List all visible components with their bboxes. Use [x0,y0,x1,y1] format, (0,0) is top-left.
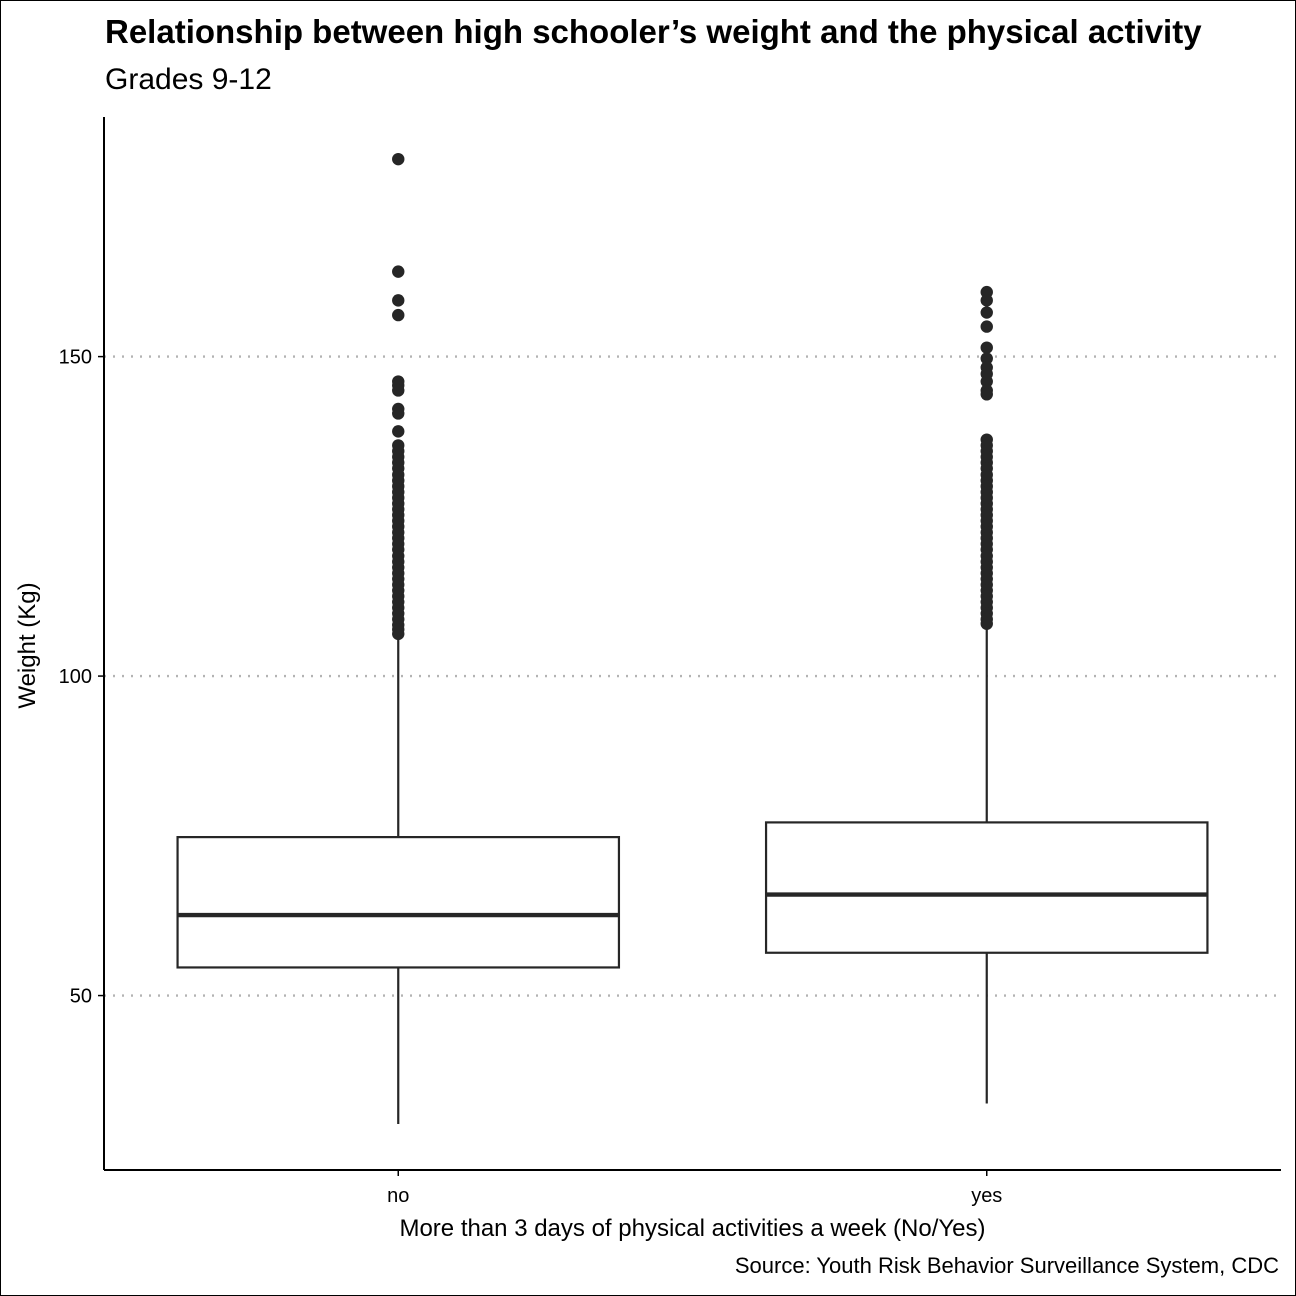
x-axis-label: More than 3 days of physical activities … [399,1215,985,1242]
outlier-point [392,152,405,166]
outlier-point [980,294,993,307]
iqr-box [764,821,1209,954]
y-tick-label: 100 [59,666,92,688]
outlier-point [980,388,993,401]
y-axis-label: Weight (Kg) [14,582,41,708]
box-no [176,152,621,1124]
y-tick-label: 50 [70,986,92,1008]
outlier-point [980,617,993,630]
outlier-point [392,294,405,307]
outlier-point [392,627,405,641]
outlier-point [980,375,993,388]
outlier-point [392,384,405,397]
chart-subtitle: Grades 9-12 [105,63,272,96]
x-tick-label: yes [971,1185,1002,1207]
outlier-point [392,407,405,420]
chart-caption: Source: Youth Risk Behavior Surveillance… [734,1253,1279,1278]
axes [103,117,1281,1171]
outlier-point [980,341,993,354]
outlier-point [980,352,993,365]
y-tick-label: 150 [59,347,92,369]
chart-title: Relationship between high schooler’s wei… [105,13,1202,50]
outlier-point [392,308,405,322]
outlier-point [392,265,405,278]
box-yes [764,285,1209,1104]
outlier-point [980,306,993,319]
tick-layer: 50 100 150 no yes [59,347,1003,1207]
iqr-box [176,836,621,969]
outlier-point [980,320,993,333]
outlier-point [392,425,405,438]
box-layer [176,152,1209,1124]
x-tick-label: no [387,1185,409,1207]
